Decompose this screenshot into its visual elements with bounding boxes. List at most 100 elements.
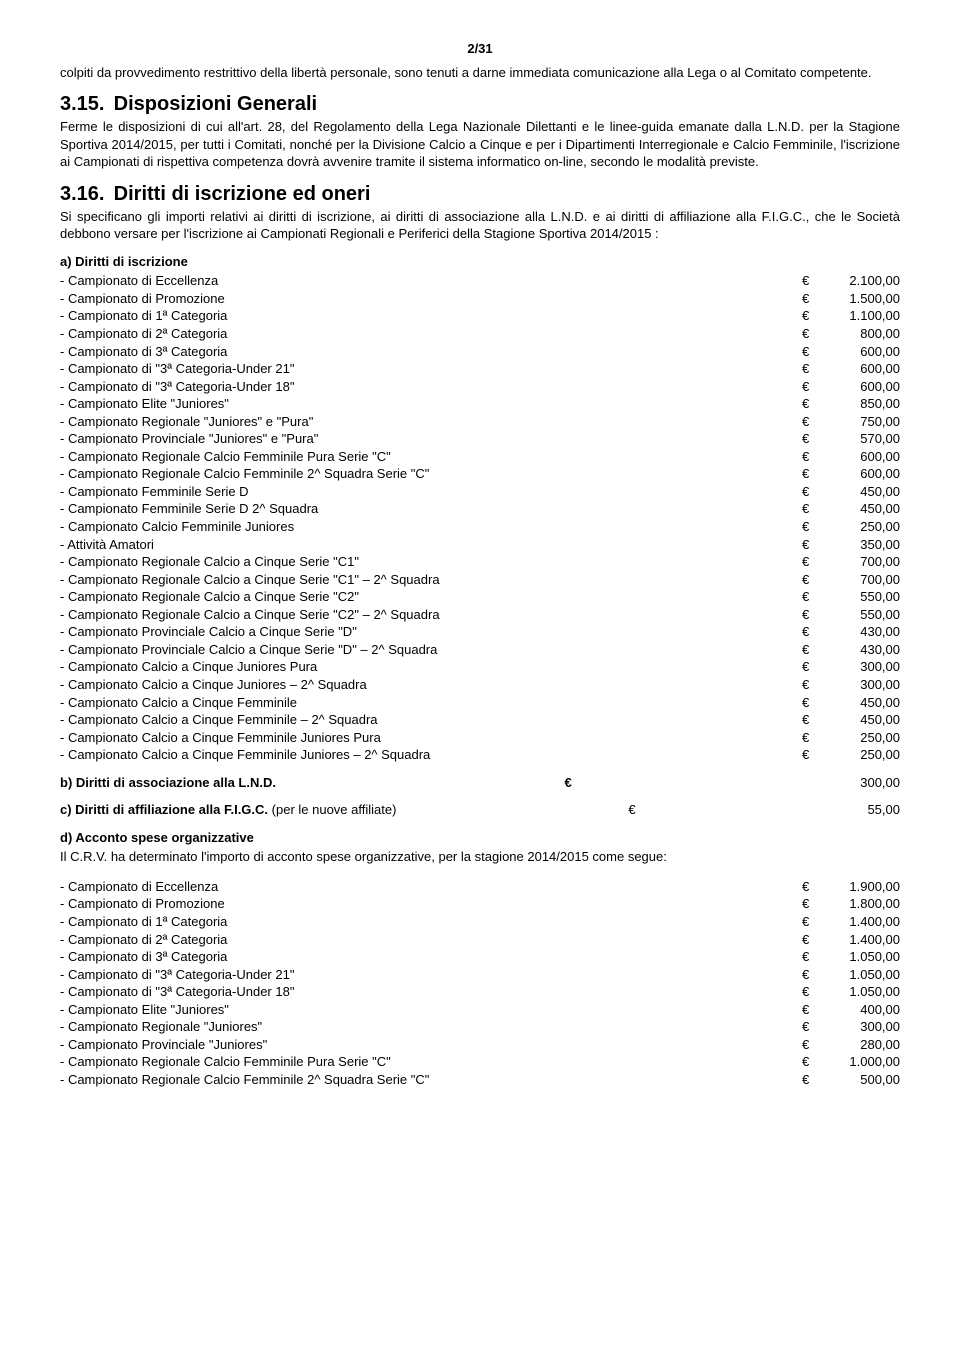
- euro-symbol: €: [802, 571, 820, 589]
- page-number: 2/31: [60, 40, 900, 58]
- row-label: - Campionato Regionale "Juniores" e "Pur…: [60, 413, 802, 431]
- row-label: - Campionato di "3ª Categoria-Under 18": [60, 983, 802, 1001]
- euro-symbol: €: [802, 948, 820, 966]
- paragraph-1: colpiti da provvedimento restrittivo del…: [60, 64, 900, 82]
- euro-symbol: €: [802, 729, 820, 747]
- table-row: - Campionato di 2ª Categoria€1.400,00: [60, 931, 900, 949]
- row-amount: 450,00: [820, 483, 900, 501]
- row-amount: 600,00: [820, 360, 900, 378]
- euro-symbol: €: [802, 1036, 820, 1054]
- row-label: - Campionato Calcio a Cinque Femminile –…: [60, 711, 802, 729]
- row-amount: 300,00: [820, 676, 900, 694]
- row-amount: 570,00: [820, 430, 900, 448]
- section-c-label-normal: (per le nuove affiliate): [268, 802, 396, 817]
- row-label: - Campionato Elite "Juniores": [60, 395, 802, 413]
- table-row: - Campionato Regionale Calcio Femminile …: [60, 465, 900, 483]
- row-amount: 600,00: [820, 343, 900, 361]
- row-label: - Campionato Regionale Calcio Femminile …: [60, 1071, 802, 1089]
- row-label: - Campionato Elite "Juniores": [60, 1001, 802, 1019]
- euro-symbol: €: [802, 395, 820, 413]
- row-label: - Campionato di 3ª Categoria: [60, 343, 802, 361]
- row-label: - Campionato Regionale Calcio Femminile …: [60, 465, 802, 483]
- table-row: - Campionato di "3ª Categoria-Under 18"€…: [60, 378, 900, 396]
- row-label: - Campionato di "3ª Categoria-Under 18": [60, 378, 802, 396]
- row-amount: 450,00: [820, 500, 900, 518]
- euro-symbol: €: [802, 895, 820, 913]
- table-row: - Campionato Provinciale Calcio a Cinque…: [60, 623, 900, 641]
- euro-symbol: €: [802, 448, 820, 466]
- table-row: - Campionato Calcio Femminile Juniores€2…: [60, 518, 900, 536]
- section-316-body: Si specificano gli importi relativi ai d…: [60, 209, 900, 242]
- row-amount: 1.000,00: [820, 1053, 900, 1071]
- table-row: - Campionato Regionale Calcio a Cinque S…: [60, 571, 900, 589]
- row-label: - Campionato Calcio a Cinque Femminile: [60, 694, 802, 712]
- euro-symbol: €: [802, 641, 820, 659]
- row-amount: 400,00: [820, 1001, 900, 1019]
- row-label: - Campionato di 1ª Categoria: [60, 307, 802, 325]
- table-row: - Campionato Elite "Juniores"€850,00: [60, 395, 900, 413]
- section-d-title: d) Acconto spese organizzative: [60, 829, 900, 847]
- euro-symbol: €: [802, 606, 820, 624]
- row-label: - Campionato Regionale Calcio Femminile …: [60, 1053, 802, 1071]
- euro-symbol: €: [802, 1053, 820, 1071]
- row-amount: 450,00: [820, 711, 900, 729]
- row-label: - Campionato di 2ª Categoria: [60, 325, 802, 343]
- row-amount: 1.400,00: [820, 913, 900, 931]
- row-amount: 1.500,00: [820, 290, 900, 308]
- table-row: - Campionato Regionale "Juniores" e "Pur…: [60, 413, 900, 431]
- section-316-title-text: Diritti di iscrizione ed oneri: [114, 183, 371, 205]
- section-315: 3.15. Disposizioni Generali Ferme le dis…: [60, 91, 900, 171]
- row-label: - Campionato di "3ª Categoria-Under 21": [60, 360, 802, 378]
- table-row: - Campionato Regionale "Juniores"€300,00: [60, 1018, 900, 1036]
- section-b-label: b) Diritti di associazione alla L.N.D.: [60, 774, 276, 792]
- row-amount: 430,00: [820, 641, 900, 659]
- row-amount: 600,00: [820, 448, 900, 466]
- euro-symbol: €: [802, 983, 820, 1001]
- row-label: - Campionato di "3ª Categoria-Under 21": [60, 966, 802, 984]
- euro-symbol: €: [802, 878, 820, 896]
- row-label: - Campionato Femminile Serie D 2^ Squadr…: [60, 500, 802, 518]
- euro-symbol: €: [802, 465, 820, 483]
- section-b-row: b) Diritti di associazione alla L.N.D. €…: [60, 774, 900, 792]
- euro-symbol: €: [802, 378, 820, 396]
- table-row: - Campionato di Eccellenza€2.100,00: [60, 272, 900, 290]
- euro-symbol: €: [802, 623, 820, 641]
- row-amount: 1.900,00: [820, 878, 900, 896]
- euro-symbol: €: [802, 413, 820, 431]
- section-c-amount: 55,00: [867, 801, 900, 819]
- row-label: - Campionato Calcio Femminile Juniores: [60, 518, 802, 536]
- section-b-amount: 300,00: [860, 774, 900, 792]
- row-amount: 430,00: [820, 623, 900, 641]
- section-316: 3.16. Diritti di iscrizione ed oneri Si …: [60, 181, 900, 243]
- row-label: - Campionato di 3ª Categoria: [60, 948, 802, 966]
- table-row: - Campionato di "3ª Categoria-Under 18"€…: [60, 983, 900, 1001]
- section-c-label-bold: c) Diritti di affiliazione alla F.I.G.C.: [60, 802, 268, 817]
- table-row: - Campionato Regionale Calcio a Cinque S…: [60, 588, 900, 606]
- row-amount: 600,00: [820, 465, 900, 483]
- row-label: - Campionato Calcio a Cinque Juniores Pu…: [60, 658, 802, 676]
- section-a-title: a) Diritti di iscrizione: [60, 253, 900, 271]
- euro-symbol: €: [628, 801, 635, 819]
- table-row: - Campionato di "3ª Categoria-Under 21"€…: [60, 966, 900, 984]
- row-amount: 1.800,00: [820, 895, 900, 913]
- row-label: - Campionato Provinciale "Juniores": [60, 1036, 802, 1054]
- table-row: - Campionato Regionale Calcio Femminile …: [60, 448, 900, 466]
- row-amount: 1.050,00: [820, 948, 900, 966]
- euro-symbol: €: [565, 774, 572, 792]
- row-amount: 1.050,00: [820, 983, 900, 1001]
- euro-symbol: €: [802, 536, 820, 554]
- row-amount: 350,00: [820, 536, 900, 554]
- euro-symbol: €: [802, 694, 820, 712]
- euro-symbol: €: [802, 1001, 820, 1019]
- euro-symbol: €: [802, 483, 820, 501]
- row-amount: 250,00: [820, 518, 900, 536]
- table-row: - Attività Amatori€350,00: [60, 536, 900, 554]
- section-315-body: Ferme le disposizioni di cui all'art. 28…: [60, 119, 900, 169]
- table-row: - Campionato Regionale Calcio a Cinque S…: [60, 553, 900, 571]
- section-315-num: 3.15.: [60, 93, 104, 115]
- euro-symbol: €: [802, 658, 820, 676]
- row-label: - Campionato di Promozione: [60, 290, 802, 308]
- row-amount: 700,00: [820, 553, 900, 571]
- row-amount: 850,00: [820, 395, 900, 413]
- row-amount: 300,00: [820, 1018, 900, 1036]
